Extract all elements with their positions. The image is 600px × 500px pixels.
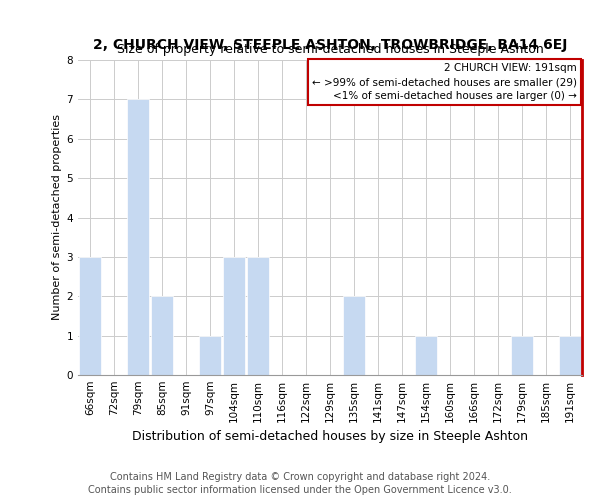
Bar	[127, 100, 149, 375]
Text: Size of property relative to semi-detached houses in Steeple Ashton: Size of property relative to semi-detach…	[116, 42, 544, 56]
Bar	[415, 336, 437, 375]
Bar	[559, 336, 581, 375]
X-axis label: Distribution of semi-detached houses by size in Steeple Ashton: Distribution of semi-detached houses by …	[132, 430, 528, 444]
Title: 2, CHURCH VIEW, STEEPLE ASHTON, TROWBRIDGE, BA14 6EJ: 2, CHURCH VIEW, STEEPLE ASHTON, TROWBRID…	[93, 38, 567, 52]
Text: Contains HM Land Registry data © Crown copyright and database right 2024.
Contai: Contains HM Land Registry data © Crown c…	[88, 472, 512, 495]
Bar	[511, 336, 533, 375]
Bar	[223, 257, 245, 375]
Bar	[199, 336, 221, 375]
Text: 2 CHURCH VIEW: 191sqm
← >99% of semi-detached houses are smaller (29)
<1% of sem: 2 CHURCH VIEW: 191sqm ← >99% of semi-det…	[312, 63, 577, 101]
Bar	[343, 296, 365, 375]
Y-axis label: Number of semi-detached properties: Number of semi-detached properties	[52, 114, 62, 320]
Bar	[79, 257, 101, 375]
Bar	[247, 257, 269, 375]
Bar	[151, 296, 173, 375]
